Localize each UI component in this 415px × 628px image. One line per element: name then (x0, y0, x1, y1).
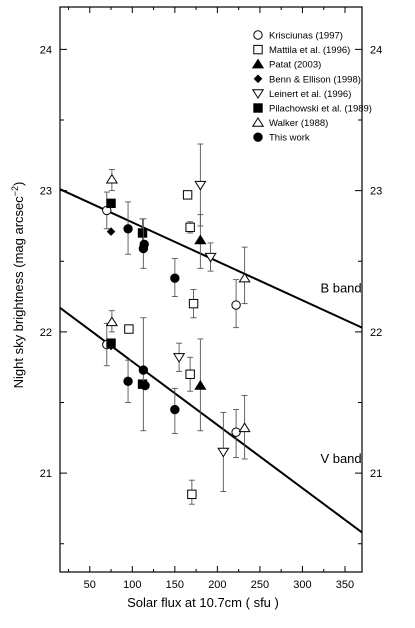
y-axis-title-close: ) (11, 182, 26, 186)
y-axis-title: Night sky brightness (mag arcsec−2) (10, 182, 26, 389)
data-point (187, 489, 197, 500)
x-tick-label: 150 (166, 579, 184, 591)
data-point (124, 324, 134, 334)
data-point (138, 365, 149, 375)
band-label: B band (320, 280, 361, 295)
data-point (137, 228, 148, 238)
series-square-open (124, 190, 199, 505)
legend-label: Walker (1988) (269, 118, 328, 129)
legend-marker (251, 89, 265, 100)
data-point (194, 234, 207, 245)
x-tick-label: 250 (251, 579, 269, 591)
legend-marker (251, 116, 265, 127)
legend-label: Krisciunas (1997) (269, 31, 343, 42)
series-triangle-down-open (172, 143, 230, 492)
data-point (238, 272, 251, 283)
data-point (217, 447, 230, 458)
x-tick-label: 200 (208, 579, 226, 591)
series-triangle-filled (194, 214, 207, 432)
data-point (106, 227, 116, 236)
data-point (185, 222, 195, 233)
legend-label: This work (269, 133, 310, 144)
y-tick-label-right: 23 (370, 186, 382, 198)
data-point (188, 298, 199, 309)
legend-marker (253, 30, 263, 40)
legend-marker (251, 58, 265, 69)
legend-label: Mattila et al. (1996) (269, 45, 350, 56)
y-axis-title-superscript: −2 (10, 186, 20, 196)
y-tick-label-right: 21 (370, 468, 382, 480)
data-point (123, 224, 133, 234)
data-point (123, 376, 133, 387)
data-point (204, 252, 217, 263)
data-point (185, 369, 195, 379)
series-triangle-open (105, 168, 251, 460)
x-tick-label: 100 (123, 579, 141, 591)
data-point (170, 273, 180, 283)
y-tick-label: 22 (40, 327, 52, 339)
legend-marker (253, 74, 263, 84)
legend-label: Benn & Ellison (1998) (269, 74, 361, 85)
x-axis-title: Solar flux at 10.7cm ( sfu ) (127, 595, 279, 610)
x-tick-label: 300 (293, 579, 311, 591)
legend-label: Patat (2003) (269, 60, 321, 71)
series-circle-filled (123, 201, 180, 435)
y-tick-label: 23 (40, 186, 52, 198)
plot-frame (59, 6, 363, 573)
y-tick-label: 24 (40, 44, 52, 56)
legend-label: Pilachowski et al. (1989) (269, 104, 372, 115)
axes-layer: 50 100 150 200 250 300 350 21 21 22 22 23 23 24 24 (40, 6, 382, 591)
x-tick-label: 350 (336, 579, 354, 591)
data-point (139, 239, 149, 250)
data-point (105, 316, 118, 327)
y-tick-label: 21 (40, 468, 52, 480)
data-point (231, 427, 241, 437)
series-diamond-filled (106, 227, 116, 351)
data-point (182, 190, 193, 200)
legend-marker (253, 44, 263, 55)
y-axis-title-main: Night sky brightness (mag arcsec (11, 196, 26, 389)
y-tick-label-right: 22 (370, 327, 382, 339)
data-point (231, 300, 241, 310)
labels-layer: Solar flux at 10.7cm ( sfu ) Night sky b… (10, 182, 362, 610)
data-point (105, 173, 118, 184)
fit-lines-layer (59, 188, 363, 534)
x-tick-label: 50 (84, 579, 96, 591)
data-point (238, 422, 251, 433)
series-circle-open (102, 191, 241, 459)
data-point (194, 379, 207, 390)
legend: Krisciunas (1997) Mattila et al. (1996) Pa… (251, 30, 372, 144)
data-point (170, 404, 180, 415)
data-point (140, 380, 150, 391)
data-point (106, 338, 116, 348)
legend-marker (253, 132, 263, 142)
data-point (194, 180, 207, 191)
band-label: V band (320, 451, 361, 466)
data-point (106, 198, 116, 209)
data-points-layer (102, 143, 251, 505)
data-point (172, 353, 186, 363)
legend-marker (253, 103, 263, 113)
legend-label: Leinert et al. (1996) (269, 89, 351, 100)
y-tick-label-right: 24 (370, 44, 382, 56)
